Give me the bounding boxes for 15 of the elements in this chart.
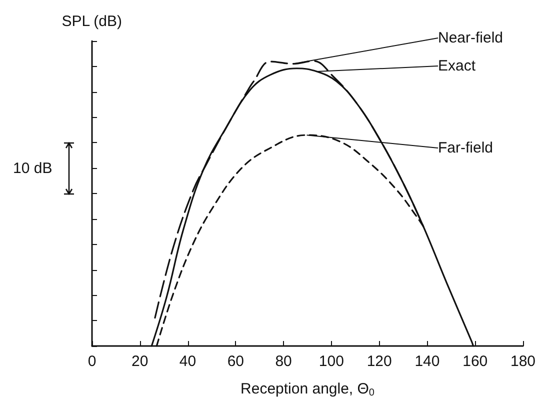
x-tick-label: 0 (88, 353, 96, 370)
x-tick-label: 180 (510, 353, 536, 370)
x-tick-label: 60 (227, 353, 244, 370)
x-tick-label: 160 (462, 353, 488, 370)
x-tick-label: 100 (318, 353, 344, 370)
y-axis-title: SPL (dB) (62, 13, 122, 30)
text: 10 dB (13, 160, 52, 176)
x-tick-label: 140 (414, 353, 440, 370)
text: Near-field (438, 30, 504, 46)
x-tick-label: 80 (275, 353, 292, 370)
x-tick-label: 20 (132, 353, 148, 370)
text: Far-field (438, 140, 494, 156)
x-tick-label: 40 (179, 353, 196, 370)
text: Exact (438, 58, 476, 74)
x-tick-label: 120 (366, 353, 392, 370)
